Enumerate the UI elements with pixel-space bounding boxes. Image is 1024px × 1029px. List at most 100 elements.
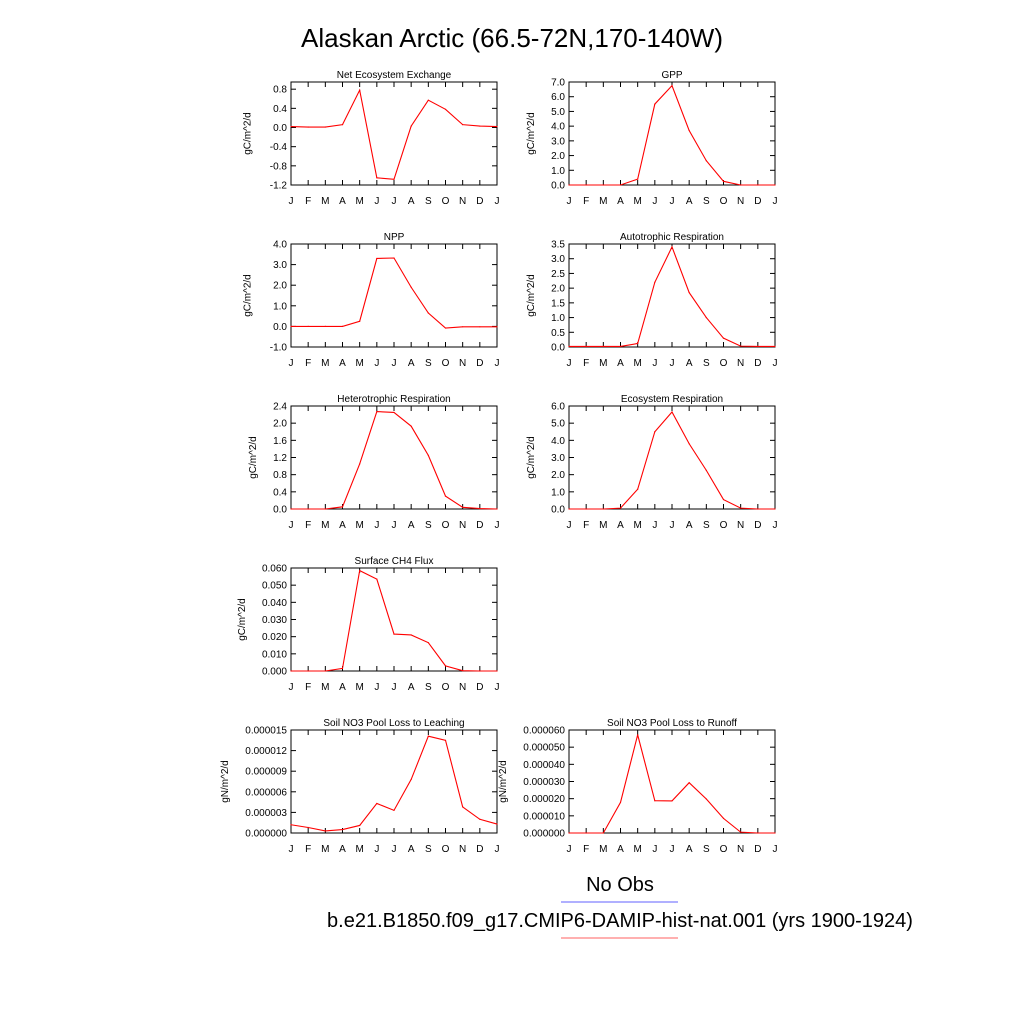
x-tick-label: M (633, 358, 641, 369)
x-tick-label: J (495, 358, 500, 369)
data-point (585, 184, 587, 186)
x-tick-label: O (720, 520, 728, 531)
x-tick-label: J (773, 520, 778, 531)
x-tick-label: S (425, 196, 432, 207)
plot-frame (290, 405, 498, 510)
data-point (444, 108, 447, 110)
legend: No Obs b.e21.B1850.f09_g17.CMIP6-DAMIP-h… (327, 874, 913, 939)
x-tick-label: J (392, 196, 397, 207)
x-tick-label: D (476, 844, 483, 855)
data-point (341, 828, 344, 831)
x-tick-label: J (773, 358, 778, 369)
data-point (671, 800, 673, 802)
data-point (496, 326, 498, 328)
x-tick-label: D (476, 520, 483, 531)
data-point (324, 325, 326, 327)
data-point (341, 506, 344, 508)
data-point (705, 798, 707, 800)
x-tick-label: J (652, 358, 657, 369)
data-point (341, 667, 344, 670)
data-point (410, 425, 412, 427)
x-tick-label: M (355, 844, 363, 855)
data-point (341, 325, 344, 327)
series-line (290, 88, 498, 180)
data-point (307, 126, 309, 128)
x-tick-label: D (754, 196, 761, 207)
y-tick-label: 0.0 (551, 505, 565, 516)
y-tick-label: 4.0 (551, 122, 565, 133)
data-point (671, 85, 673, 87)
data-point (444, 665, 447, 667)
x-tick-label: J (374, 844, 379, 855)
x-tick-label: A (408, 844, 415, 855)
x-tick-label: J (392, 358, 397, 369)
x-tick-label: N (737, 358, 744, 369)
data-point (496, 125, 498, 128)
y-tick-label: 1.2 (273, 453, 287, 464)
y-tick-label: 1.6 (273, 436, 287, 447)
y-tick-label: 0.0 (551, 181, 565, 192)
data-point (619, 345, 622, 348)
data-point (479, 125, 481, 127)
data-point (393, 257, 395, 259)
y-tick-label: 0.0 (273, 123, 287, 134)
data-point (462, 506, 464, 508)
y-tick-label: 0.4 (273, 104, 287, 115)
data-point (307, 508, 309, 510)
y-tick-label: 3.0 (273, 260, 287, 271)
series-line (569, 734, 775, 834)
x-tick-label: A (617, 196, 624, 207)
data-point (654, 800, 656, 802)
x-tick-label: S (703, 196, 710, 207)
x-tick-label: O (442, 520, 450, 531)
x-tick-label: F (305, 520, 311, 531)
data-point (740, 345, 742, 347)
x-tick-label: J (652, 196, 657, 207)
y-axis-label: gC/m^2/d (237, 598, 248, 641)
x-tick-label: D (754, 844, 761, 855)
x-tick-label: A (339, 520, 346, 531)
y-axis-label: gC/m^2/d (526, 274, 537, 317)
series-line (290, 735, 498, 832)
x-tick-label: A (339, 358, 346, 369)
data-point (324, 508, 326, 510)
x-tick-label: J (374, 682, 379, 693)
data-point (427, 312, 429, 314)
data-point (654, 103, 656, 105)
y-tick-label: 6.0 (551, 402, 565, 413)
data-point (462, 326, 464, 328)
x-tick-label: F (305, 358, 311, 369)
y-tick-label: 3.5 (551, 240, 565, 251)
y-tick-label: 0.000010 (523, 811, 565, 822)
x-tick-label: J (567, 520, 572, 531)
y-tick-label: 2.5 (551, 269, 565, 280)
data-point (479, 326, 481, 328)
series-line (291, 257, 497, 329)
data-point (637, 488, 639, 490)
data-point (290, 125, 292, 128)
y-axis-label: gC/m^2/d (526, 112, 537, 155)
y-tick-label: 0.8 (273, 85, 287, 96)
panel-title: Ecosystem Respiration (621, 394, 723, 405)
data-point (427, 642, 429, 644)
y-tick-label: 0.000020 (523, 794, 565, 805)
data-point (359, 463, 361, 465)
x-tick-label: J (652, 844, 657, 855)
x-tick-label: O (720, 844, 728, 855)
x-tick-label: O (442, 844, 450, 855)
y-tick-label: 1.0 (551, 166, 565, 177)
data-point (393, 178, 395, 180)
data-point (722, 817, 725, 820)
data-point (602, 832, 604, 834)
panel-title: Autotrophic Respiration (620, 232, 724, 243)
data-point (290, 824, 292, 826)
y-tick-label: 0.030 (262, 615, 287, 626)
y-axis-label: gN/m^2/d (498, 760, 509, 803)
y-tick-label: 0.000009 (245, 767, 287, 778)
x-tick-label: A (339, 682, 346, 693)
